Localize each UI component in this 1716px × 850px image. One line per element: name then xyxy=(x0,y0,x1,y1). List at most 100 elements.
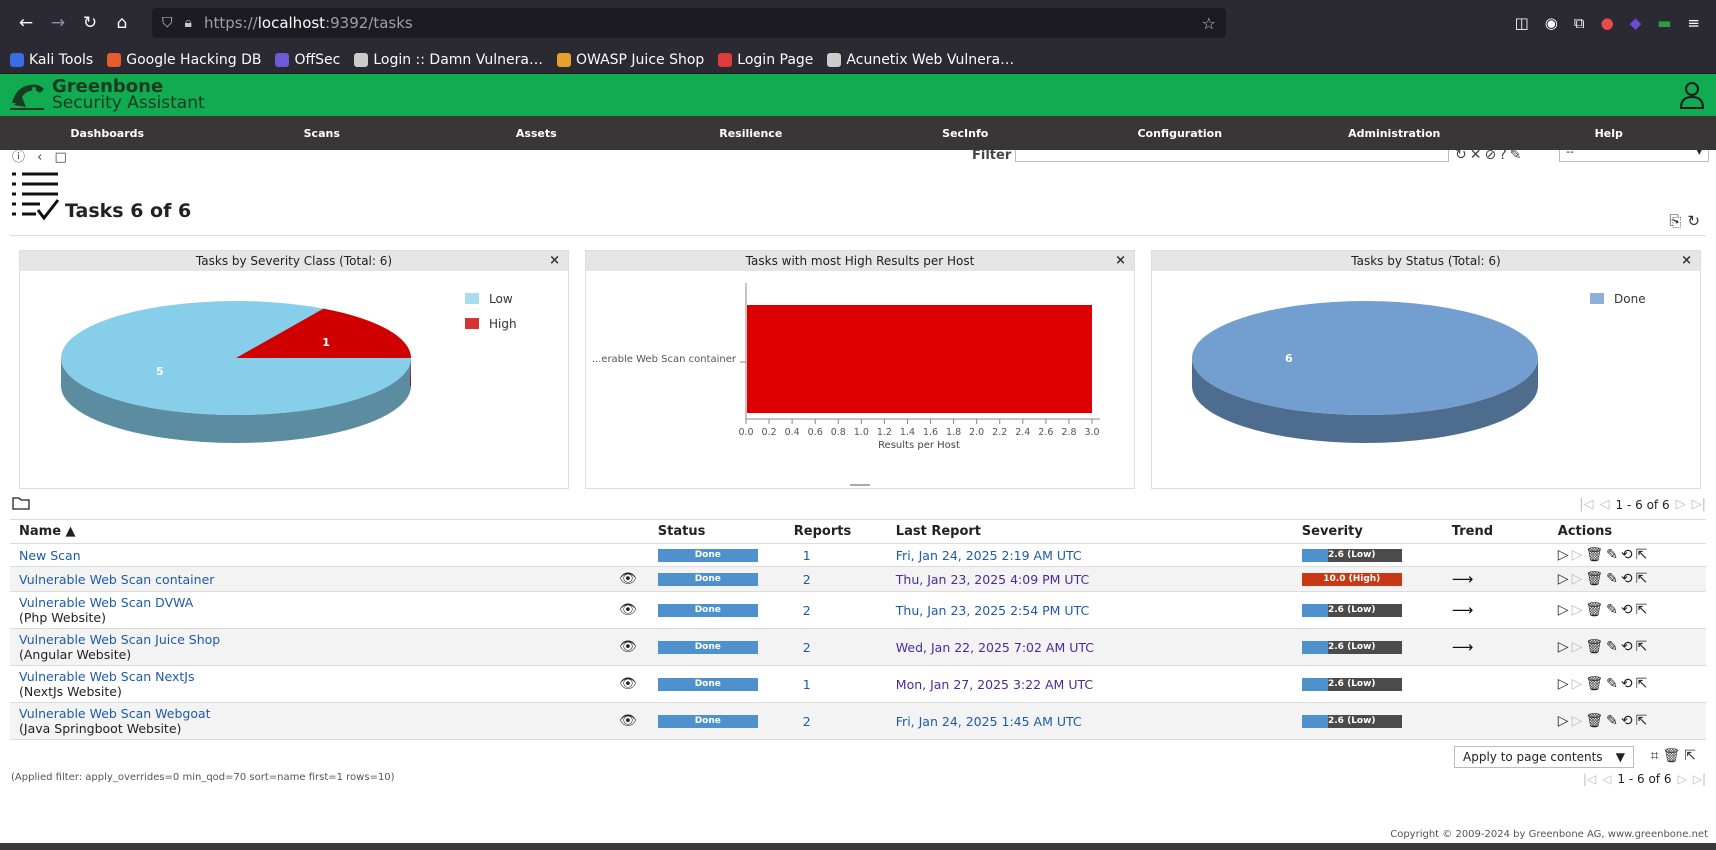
close-icon[interactable]: × xyxy=(1681,253,1692,268)
column-last-report[interactable]: Last Report xyxy=(886,519,1293,544)
bookmark-item[interactable]: Login :: Damn Vulnera… xyxy=(354,52,543,68)
forward-icon[interactable]: → xyxy=(50,13,66,33)
status-bar[interactable]: Done xyxy=(657,640,758,654)
clone-icon[interactable]: ⟲ xyxy=(1620,571,1636,587)
status-bar[interactable]: Done xyxy=(657,572,758,586)
severity-bar[interactable]: 2.6 (Low) xyxy=(1301,677,1402,691)
menu-item-administration[interactable]: Administration xyxy=(1348,126,1441,140)
start-icon[interactable]: ▷ xyxy=(1557,676,1572,692)
extension-green-icon[interactable]: ▬ xyxy=(1657,14,1672,32)
pocket-icon[interactable]: ◫ xyxy=(1514,14,1529,32)
resume-icon[interactable]: ▷ xyxy=(1571,602,1586,618)
task-name-link[interactable]: Vulnerable Web Scan DVWA xyxy=(19,595,194,610)
clone-icon[interactable]: ⟲ xyxy=(1620,639,1636,655)
trash-icon[interactable]: 🗑︎ xyxy=(1585,639,1607,655)
greenbone-logo-icon[interactable] xyxy=(8,77,48,113)
task-name-link[interactable]: Vulnerable Web Scan Juice Shop xyxy=(19,632,221,647)
pie-slice-high[interactable] xyxy=(236,308,411,358)
close-icon[interactable]: × xyxy=(1115,253,1126,268)
filter-action-icons[interactable]: ↻✕⊘?✎ xyxy=(1455,150,1525,163)
first-page-icon[interactable]: |◁ xyxy=(1582,772,1597,786)
column-status[interactable]: Status xyxy=(648,519,785,544)
user-icon[interactable] xyxy=(1678,80,1706,110)
reload-icon[interactable]: ↻ xyxy=(82,13,98,33)
high-results-bar-chart[interactable]: ...erable Web Scan container 0.0 0.2 0.4 0.6… xyxy=(586,271,1134,489)
severity-bar[interactable]: 2.6 (Low) xyxy=(1301,640,1402,654)
next-page-icon[interactable]: ▷ xyxy=(1675,497,1686,512)
severity-bar[interactable]: 10.0 (High) xyxy=(1301,572,1402,586)
reports-link[interactable]: 1 xyxy=(802,547,811,563)
task-name-link[interactable]: Vulnerable Web Scan NextJs xyxy=(19,669,195,684)
reports-link[interactable]: 2 xyxy=(802,713,811,729)
start-icon[interactable]: ▷ xyxy=(1557,602,1572,618)
dashboard-resize-handle[interactable] xyxy=(850,484,870,486)
start-icon[interactable]: ▷ xyxy=(1557,713,1572,729)
severity-bar[interactable]: 2.6 (Low) xyxy=(1301,714,1402,728)
edit-icon[interactable]: ✎ xyxy=(1606,676,1621,692)
bookmark-item[interactable]: Login Page xyxy=(718,52,813,68)
home-icon[interactable]: ⌂ xyxy=(116,13,128,33)
refresh-icon[interactable]: ↻ xyxy=(1687,212,1706,230)
start-icon[interactable]: ▷ xyxy=(1557,547,1572,563)
reports-link[interactable]: 2 xyxy=(802,571,811,587)
close-icon[interactable]: × xyxy=(549,253,560,268)
bookmark-item[interactable]: Kali Tools xyxy=(10,52,93,68)
menu-item-assets[interactable]: Assets xyxy=(515,126,557,140)
bookmark-item[interactable]: Google Hacking DB xyxy=(107,52,261,68)
filter-input[interactable] xyxy=(1015,150,1449,162)
last-report-link[interactable]: Thu, Jan 23, 2025 4:09 PM UTC xyxy=(895,571,1090,587)
menu-item-configuration[interactable]: Configuration xyxy=(1137,126,1223,140)
export-icon[interactable]: ⇱ xyxy=(1635,571,1651,587)
bookmark-item[interactable]: OWASP Juice Shop xyxy=(556,52,704,68)
clone-icon[interactable]: ⟲ xyxy=(1620,602,1636,618)
toolbar-left-icons[interactable]: ⓘ ‹ □ xyxy=(12,150,71,165)
edit-icon[interactable]: ✎ xyxy=(1606,639,1621,655)
bookmark-star-icon[interactable]: ☆ xyxy=(1201,13,1216,33)
extension-red-icon[interactable]: ● xyxy=(1600,14,1614,32)
menu-item-resilience[interactable]: Resilience xyxy=(719,126,783,140)
menu-item-secinfo[interactable]: SecInfo xyxy=(942,126,989,140)
status-bar[interactable]: Done xyxy=(657,714,758,728)
export-icon[interactable]: ⇱ xyxy=(1635,602,1651,618)
new-task-icon[interactable]: ⎘ xyxy=(1669,212,1688,230)
clone-icon[interactable]: ⟲ xyxy=(1620,676,1636,692)
edit-icon[interactable]: ✎ xyxy=(1606,713,1621,729)
task-name-link[interactable]: Vulnerable Web Scan container xyxy=(19,571,215,587)
filter-select[interactable]: -- ▾ xyxy=(1559,150,1709,162)
bar[interactable] xyxy=(747,305,1092,413)
previous-page-icon[interactable]: ◁ xyxy=(1602,772,1612,786)
last-report-link[interactable]: Fri, Jan 24, 2025 1:45 AM UTC xyxy=(895,713,1082,729)
export-icon[interactable]: ⇱ xyxy=(1635,639,1651,655)
bookmark-item[interactable]: OffSec xyxy=(275,52,340,68)
pie-slice-done[interactable] xyxy=(1192,301,1538,415)
status-bar[interactable]: Done xyxy=(657,548,758,562)
start-icon[interactable]: ▷ xyxy=(1557,571,1572,587)
trash-icon[interactable]: 🗑︎ xyxy=(1585,602,1607,618)
last-page-icon[interactable]: ▷| xyxy=(1691,497,1706,512)
bookmark-item[interactable]: Acunetix Web Vulnera… xyxy=(827,52,1014,68)
next-page-icon[interactable]: ▷ xyxy=(1677,772,1687,786)
last-page-icon[interactable]: ▷| xyxy=(1692,772,1706,786)
address-bar[interactable]: ⛉ 🔒︎ https://localhost:9392/tasks ☆ xyxy=(152,8,1226,38)
reports-link[interactable]: 2 xyxy=(802,602,811,618)
status-bar[interactable]: Done xyxy=(657,603,758,617)
last-report-link[interactable]: Mon, Jan 27, 2025 3:22 AM UTC xyxy=(895,676,1094,692)
trash-icon[interactable]: 🗑︎ xyxy=(1585,547,1607,563)
resume-icon[interactable]: ▷ xyxy=(1571,547,1586,563)
menu-item-dashboards[interactable]: Dashboards xyxy=(70,126,145,140)
extensions-icon[interactable]: ⧉ xyxy=(1573,14,1585,32)
menu-icon[interactable]: ≡ xyxy=(1687,14,1700,32)
apply-to-select[interactable]: Apply to page contents ▼ xyxy=(1454,746,1634,768)
trash-icon[interactable]: 🗑︎ xyxy=(1662,748,1685,764)
back-icon[interactable]: ← xyxy=(18,13,34,33)
edit-icon[interactable]: ✎ xyxy=(1606,571,1621,587)
status-pie-chart[interactable]: 6 Done xyxy=(1152,271,1700,489)
edit-icon[interactable]: ✎ xyxy=(1606,602,1621,618)
folder-icon[interactable] xyxy=(12,496,30,510)
first-page-icon[interactable]: |◁ xyxy=(1579,497,1594,512)
severity-bar[interactable]: 2.6 (Low) xyxy=(1301,603,1402,617)
column-reports[interactable]: Reports xyxy=(784,519,887,544)
menu-item-help[interactable]: Help xyxy=(1594,126,1623,140)
resume-icon[interactable]: ▷ xyxy=(1571,713,1586,729)
export-icon[interactable]: ⇱ xyxy=(1635,713,1651,729)
